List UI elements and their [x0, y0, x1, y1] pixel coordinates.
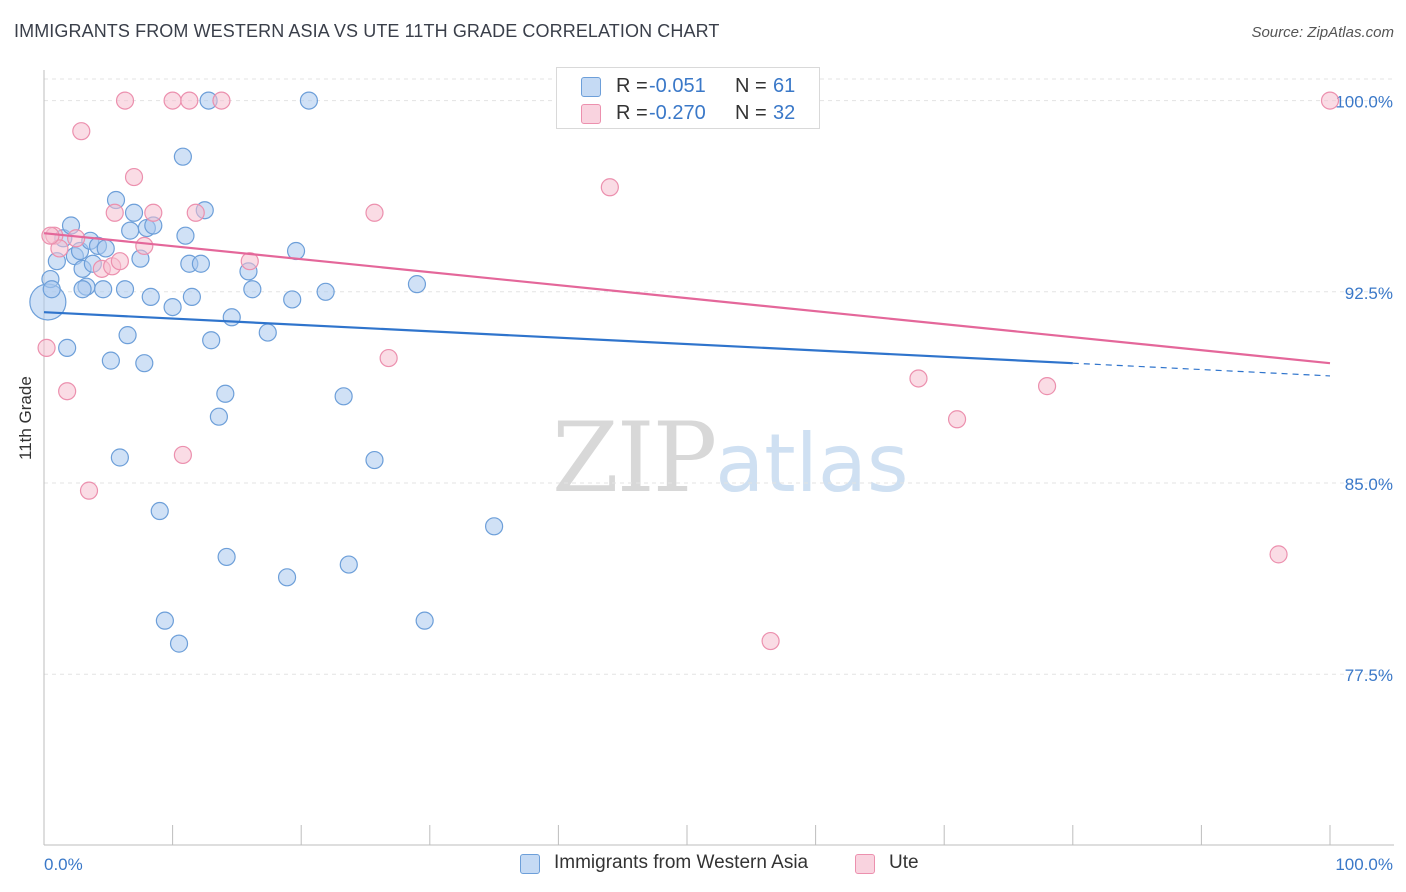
western-asia-point	[182, 287, 201, 306]
ute-point	[1269, 545, 1288, 564]
ute-point	[173, 445, 192, 465]
western-asia-point	[155, 611, 174, 630]
ute-point	[37, 338, 56, 357]
ute-point	[135, 236, 154, 256]
western-asia-point	[217, 547, 236, 567]
correlation-legend: R = -0.051 N = 61 R = -0.270 N = 32	[556, 67, 820, 129]
r-value: -0.051	[649, 75, 706, 97]
ute-point	[240, 252, 259, 271]
r-label: R =	[616, 102, 648, 124]
x-tick-label: 0.0%	[44, 855, 83, 874]
western-asia-trendline-extension	[1072, 362, 1331, 377]
ute-point	[72, 122, 91, 141]
watermark: ZIPatlas	[552, 402, 909, 514]
ute-trendline	[43, 232, 1331, 365]
n-label: N =	[735, 75, 767, 97]
western-asia-point	[485, 517, 504, 536]
western-asia-point	[118, 326, 137, 345]
ute-point	[124, 167, 144, 187]
legend-label: Ute	[889, 852, 919, 873]
ute-point	[379, 348, 398, 368]
n-value: 61	[773, 75, 796, 97]
western-asia-point	[121, 221, 140, 240]
ute-point	[41, 226, 60, 245]
ute-point	[909, 369, 928, 388]
western-asia-point	[407, 275, 427, 294]
western-asia-point	[96, 239, 115, 258]
ute-point	[163, 91, 182, 110]
ute-point	[58, 382, 77, 401]
western-asia-point	[365, 450, 384, 470]
western-asia-point	[73, 280, 92, 299]
ute-point	[110, 252, 129, 271]
ute-point	[365, 203, 384, 222]
r-value: -0.270	[649, 102, 706, 124]
n-value: 32	[773, 102, 796, 124]
ute-point	[761, 631, 780, 651]
chart-title: IMMIGRANTS FROM WESTERN ASIA VS UTE 11TH…	[14, 21, 720, 41]
ute-point	[67, 229, 86, 248]
y-axis-label: 11th Grade	[16, 376, 35, 460]
ute-point	[186, 203, 205, 222]
western-asia-point	[202, 331, 221, 350]
western-asia-point	[339, 555, 358, 574]
x-tick-label: 100.0%	[1335, 855, 1393, 874]
ute-point	[947, 410, 967, 429]
western-asia-point	[258, 323, 277, 342]
western-asia-point	[163, 297, 182, 317]
western-asia-point	[316, 282, 335, 301]
western-asia-point	[299, 91, 319, 110]
ute-point	[180, 91, 199, 110]
ute-point	[50, 239, 69, 258]
ute-point	[105, 203, 124, 222]
western-asia-point	[173, 147, 192, 166]
western-asia-point	[222, 308, 241, 327]
western-asia-point	[176, 226, 195, 245]
ute-point	[1037, 377, 1057, 396]
western-asia-point	[141, 287, 160, 306]
western-asia-point	[209, 407, 228, 426]
western-asia-point	[169, 634, 189, 653]
ute-point	[600, 178, 619, 197]
legend-swatch-blue	[520, 854, 540, 874]
ute-point	[1320, 91, 1340, 110]
ute-point	[79, 481, 99, 500]
western-asia-point	[135, 354, 154, 373]
western-asia-point	[283, 290, 302, 309]
western-asia-point	[110, 448, 129, 467]
western-asia-point	[58, 338, 77, 357]
western-asia-point	[191, 254, 210, 273]
western-asia-point	[415, 611, 434, 630]
ute-point	[144, 203, 163, 222]
ute-point	[212, 91, 231, 110]
western-asia-point	[42, 280, 61, 299]
watermark-atlas: atlas	[715, 417, 909, 510]
western-asia-point	[277, 568, 297, 587]
y-tick-label: 92.5%	[1345, 284, 1393, 303]
y-tick-label: 100.0%	[1335, 93, 1393, 112]
y-tick-label: 77.5%	[1345, 666, 1393, 685]
western-asia-point	[94, 280, 113, 299]
western-asia-trendline	[43, 311, 1073, 365]
n-label: N =	[735, 102, 767, 124]
source-label: Source: ZipAtlas.com	[1251, 24, 1394, 41]
r-label: R =	[616, 75, 648, 97]
western-asia-point	[101, 351, 120, 370]
western-asia-point	[115, 280, 135, 299]
western-asia-point	[334, 387, 353, 406]
western-asia-point	[243, 280, 262, 299]
watermark-zip: ZIP	[552, 402, 717, 514]
western-asia-point	[216, 384, 235, 403]
western-asia-point	[150, 501, 169, 521]
legend-swatch-pink	[581, 104, 601, 124]
legend-swatch-pink	[855, 854, 875, 874]
legend-swatch-blue	[581, 77, 601, 97]
ute-point	[115, 91, 135, 110]
western-asia-point	[124, 203, 144, 222]
y-tick-label: 85.0%	[1345, 475, 1393, 494]
legend-label: Immigrants from Western Asia	[554, 852, 809, 873]
